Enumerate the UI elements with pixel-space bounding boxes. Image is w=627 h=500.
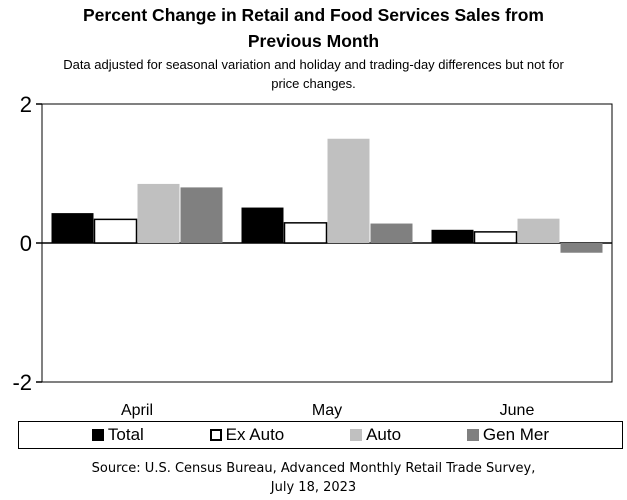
bar-ex-auto-may (283, 222, 328, 244)
y-tick-label: -2 (12, 370, 32, 395)
bar-total-april (51, 213, 94, 243)
legend-label-auto: Auto (366, 425, 402, 444)
bar-auto-june (517, 218, 560, 243)
chart-source-line-1: Source: U.S. Census Bureau, Advanced Mon… (91, 461, 536, 476)
chart-source: Source: U.S. Census Bureau, Advanced Mon… (0, 459, 627, 497)
chart-legend: Total Ex Auto Auto Gen Mer (18, 421, 623, 449)
legend-swatch-ex-auto (209, 429, 222, 441)
bar-auto-may (327, 138, 370, 243)
legend-item-auto: Auto (350, 425, 401, 445)
bar-ex-auto-april (93, 218, 138, 244)
legend-item-gen-mer: Gen Mer (466, 425, 550, 445)
chart-subtitle-line-2: price changes. (271, 76, 356, 91)
bar-chart: 2 0 -2 April May June (12, 92, 613, 419)
bar-total-june (431, 229, 474, 243)
y-tick-label: 0 (20, 231, 32, 256)
chart-subtitle-line-1: Data adjusted for seasonal variation and… (63, 57, 564, 72)
chart-title-line-2: Previous Month (247, 31, 380, 51)
bar-gen-mer-april (180, 187, 223, 243)
bar-gen-mer-may (370, 223, 413, 243)
legend-label-ex-auto: Ex Auto (225, 425, 285, 444)
bar-ex-auto-june (473, 231, 518, 244)
legend-swatch-gen-mer (466, 429, 479, 441)
x-tick-label: June (500, 402, 535, 419)
chart-subtitle: Data adjusted for seasonal variation and… (0, 55, 627, 93)
legend-swatch-total (91, 429, 104, 441)
legend-swatch-auto (350, 429, 363, 441)
legend-label-gen-mer: Gen Mer (482, 425, 550, 444)
x-tick-label: April (121, 402, 153, 419)
chart-source-line-2: July 18, 2023 (270, 480, 357, 495)
bar-gen-mer-june (560, 243, 603, 253)
y-tick-label: 2 (20, 92, 32, 117)
legend-label-total: Total (107, 425, 144, 444)
x-tick-label: May (312, 402, 342, 419)
chart-title-line-1: Percent Change in Retail and Food Servic… (83, 5, 544, 25)
bar-total-may (241, 207, 284, 243)
chart-title: Percent Change in Retail and Food Servic… (0, 2, 627, 54)
legend-item-total: Total (91, 425, 144, 445)
bar-auto-april (137, 183, 180, 243)
legend-item-ex-auto: Ex Auto (209, 425, 285, 445)
